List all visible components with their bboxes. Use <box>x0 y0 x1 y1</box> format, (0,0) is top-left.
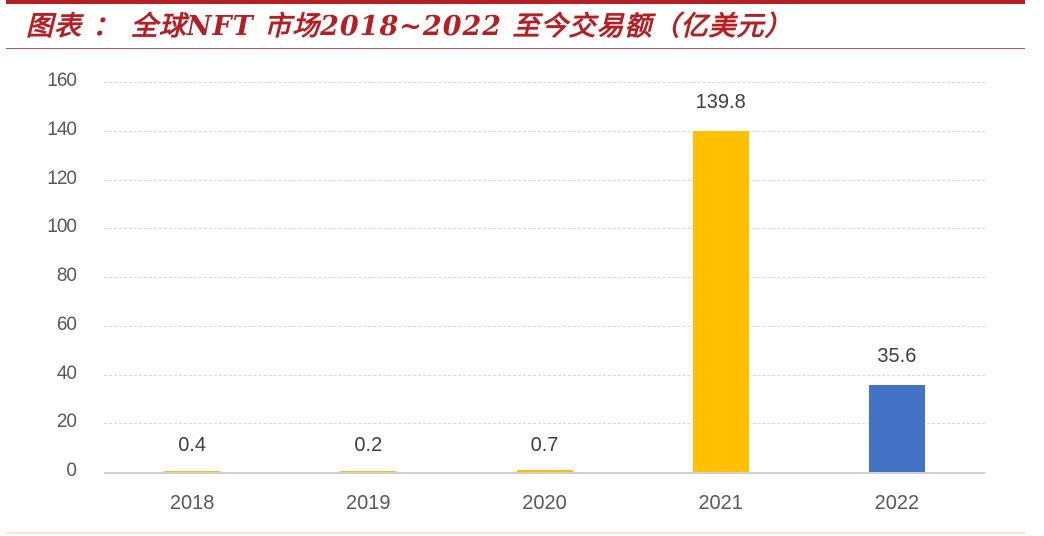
x-tick-label: 2018 <box>169 492 215 514</box>
bar-2021 <box>692 131 749 472</box>
y-tick-label: 140 <box>47 118 77 140</box>
y-tick-label: 160 <box>47 70 77 91</box>
bar-2018 <box>164 471 221 472</box>
bottom-rule <box>6 532 1025 534</box>
chart-title: 图表 ： 全球NFT 市场2018~2022 至今交易额（亿美元） <box>26 11 793 42</box>
gridline <box>104 130 985 132</box>
gridline <box>104 325 985 327</box>
y-tick-label: 100 <box>47 216 77 238</box>
x-tick-label: 2019 <box>346 492 391 514</box>
gridline <box>104 82 985 83</box>
x-tick-label: 2022 <box>874 492 920 514</box>
data-label: 0.7 <box>530 434 559 456</box>
y-tick-label: 80 <box>56 265 77 286</box>
x-axis-line <box>104 472 985 474</box>
gridline <box>104 179 985 181</box>
data-label: 35.6 <box>877 345 917 368</box>
y-tick-label: 20 <box>56 411 77 433</box>
x-tick-label: 2021 <box>698 492 743 514</box>
data-label: 0.4 <box>178 434 206 456</box>
bar-2022 <box>868 385 925 472</box>
y-tick-label: 40 <box>56 362 77 384</box>
gridline <box>104 228 985 230</box>
gridline <box>104 277 985 278</box>
data-label: 139.8 <box>695 91 746 114</box>
title-rule <box>6 48 1025 49</box>
y-tick-label: 120 <box>47 167 77 189</box>
x-tick-label: 2020 <box>522 492 567 514</box>
data-label: 0.2 <box>354 434 383 456</box>
bar-2019 <box>340 471 397 472</box>
gridline <box>104 423 985 425</box>
gridline <box>104 374 985 376</box>
top-rule <box>6 0 1025 4</box>
y-tick-label: 0 <box>66 460 77 481</box>
y-tick-label: 60 <box>56 313 77 335</box>
bar-2020 <box>516 470 573 472</box>
